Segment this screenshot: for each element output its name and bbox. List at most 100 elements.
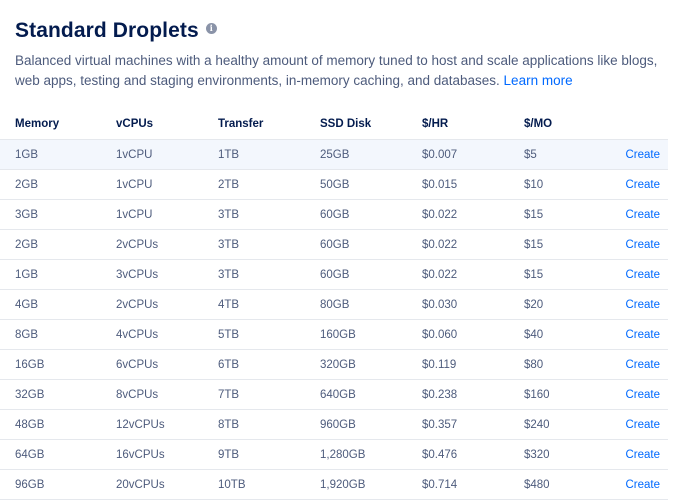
column-header-price-monthly: $/MO [524,118,553,130]
cell-memory: 48GB [0,409,116,440]
table-row[interactable]: 2GB 1vCPU 2TB 50GB $0.015 $10 Create [0,169,668,200]
create-button[interactable]: Create [625,268,660,281]
cell-disk: 60GB [320,199,422,230]
cell-memory: 16GB [0,349,116,380]
info-icon[interactable]: i [205,22,217,34]
table-row[interactable]: 96GB 20vCPUs 10TB 1,920GB $0.714 $480 Cr… [0,469,668,500]
cell-action: Create [594,379,668,410]
cell-disk: 320GB [320,349,422,380]
cell-price-hourly: $0.119 [422,349,524,380]
cell-disk: 1,920GB [320,469,422,500]
cell-action: Create [594,439,668,470]
cell-price-monthly: $480 [524,469,594,500]
create-button[interactable]: Create [625,238,660,251]
cell-disk: 160GB [320,319,422,350]
cell-vcpus: 2vCPUs [116,229,218,260]
cell-price-hourly: $0.714 [422,469,524,500]
cell-memory: 96GB [0,469,116,500]
cell-action: Create [594,469,668,500]
create-button[interactable]: Create [625,388,660,401]
create-button[interactable]: Create [625,178,660,191]
table-row[interactable]: 2GB 2vCPUs 3TB 60GB $0.022 $15 Create [0,229,668,260]
column-header-ssd-disk: SSD Disk [320,118,372,130]
create-button[interactable]: Create [625,148,660,161]
table-row[interactable]: 4GB 2vCPUs 4TB 80GB $0.030 $20 Create [0,289,668,320]
create-button[interactable]: Create [625,358,660,371]
table-row[interactable]: 1GB 3vCPUs 3TB 60GB $0.022 $15 Create [0,259,668,290]
cell-vcpus: 20vCPUs [116,469,218,500]
learn-more-link[interactable]: Learn more [503,73,573,88]
table-header-row: Memory vCPUs Transfer SSD Disk $/HR $/MO [0,109,668,140]
table-row[interactable]: 16GB 6vCPUs 6TB 320GB $0.119 $80 Create [0,349,668,380]
cell-transfer: 3TB [218,259,320,290]
cell-price-monthly: $10 [524,169,594,200]
cell-transfer: 2TB [218,169,320,200]
cell-price-monthly: $20 [524,289,594,320]
cell-price-hourly: $0.030 [422,289,524,320]
column-header-action [594,109,668,140]
table-row[interactable]: 64GB 16vCPUs 9TB 1,280GB $0.476 $320 Cre… [0,439,668,470]
cell-transfer: 9TB [218,439,320,470]
cell-vcpus: 12vCPUs [116,409,218,440]
cell-price-monthly: $15 [524,199,594,230]
cell-memory: 1GB [0,259,116,290]
cell-vcpus: 6vCPUs [116,349,218,380]
cell-action: Create [594,199,668,230]
cell-transfer: 6TB [218,349,320,380]
create-button[interactable]: Create [625,448,660,461]
cell-transfer: 4TB [218,289,320,320]
cell-memory: 2GB [0,229,116,260]
column-header-price-hourly: $/HR [422,118,449,130]
cell-price-monthly: $15 [524,259,594,290]
create-button[interactable]: Create [625,208,660,221]
table-row[interactable]: 3GB 1vCPU 3TB 60GB $0.022 $15 Create [0,199,668,230]
cell-memory: 2GB [0,169,116,200]
cell-price-monthly: $40 [524,319,594,350]
cell-transfer: 3TB [218,229,320,260]
cell-price-hourly: $0.022 [422,259,524,290]
cell-memory: 3GB [0,199,116,230]
cell-action: Create [594,409,668,440]
create-button[interactable]: Create [625,328,660,341]
cell-action: Create [594,259,668,290]
table-row[interactable]: 32GB 8vCPUs 7TB 640GB $0.238 $160 Create [0,379,668,410]
cell-transfer: 5TB [218,319,320,350]
cell-price-monthly: $80 [524,349,594,380]
cell-memory: 64GB [0,439,116,470]
cell-vcpus: 1vCPU [116,199,218,230]
cell-action: Create [594,139,668,170]
create-button[interactable]: Create [625,298,660,311]
cell-disk: 80GB [320,289,422,320]
cell-memory: 32GB [0,379,116,410]
cell-vcpus: 16vCPUs [116,439,218,470]
cell-price-monthly: $160 [524,379,594,410]
cell-transfer: 8TB [218,409,320,440]
cell-action: Create [594,349,668,380]
create-button[interactable]: Create [625,418,660,431]
column-header-transfer: Transfer [218,118,264,130]
cell-price-monthly: $320 [524,439,594,470]
cell-price-hourly: $0.476 [422,439,524,470]
cell-price-hourly: $0.357 [422,409,524,440]
cell-vcpus: 1vCPU [116,169,218,200]
cell-price-hourly: $0.022 [422,199,524,230]
cell-disk: 50GB [320,169,422,200]
table-row[interactable]: 1GB 1vCPU 1TB 25GB $0.007 $5 Create [0,139,668,170]
create-button[interactable]: Create [625,478,660,491]
cell-memory: 4GB [0,289,116,320]
table-row[interactable]: 48GB 12vCPUs 8TB 960GB $0.357 $240 Creat… [0,409,668,440]
droplet-pricing-table: Memory vCPUs Transfer SSD Disk $/HR $/MO… [0,109,668,500]
cell-memory: 1GB [0,139,116,170]
cell-price-hourly: $0.022 [422,229,524,260]
cell-price-hourly: $0.007 [422,139,524,170]
cell-action: Create [594,319,668,350]
description-text: Balanced virtual machines with a healthy… [15,53,658,88]
page-title: Standard Droplets [15,19,199,42]
cell-disk: 960GB [320,409,422,440]
table-row[interactable]: 8GB 4vCPUs 5TB 160GB $0.060 $40 Create [0,319,668,350]
cell-disk: 640GB [320,379,422,410]
cell-vcpus: 1vCPU [116,139,218,170]
cell-transfer: 1TB [218,139,320,170]
page-header: Standard Droplets i [15,16,217,46]
cell-transfer: 10TB [218,469,320,500]
